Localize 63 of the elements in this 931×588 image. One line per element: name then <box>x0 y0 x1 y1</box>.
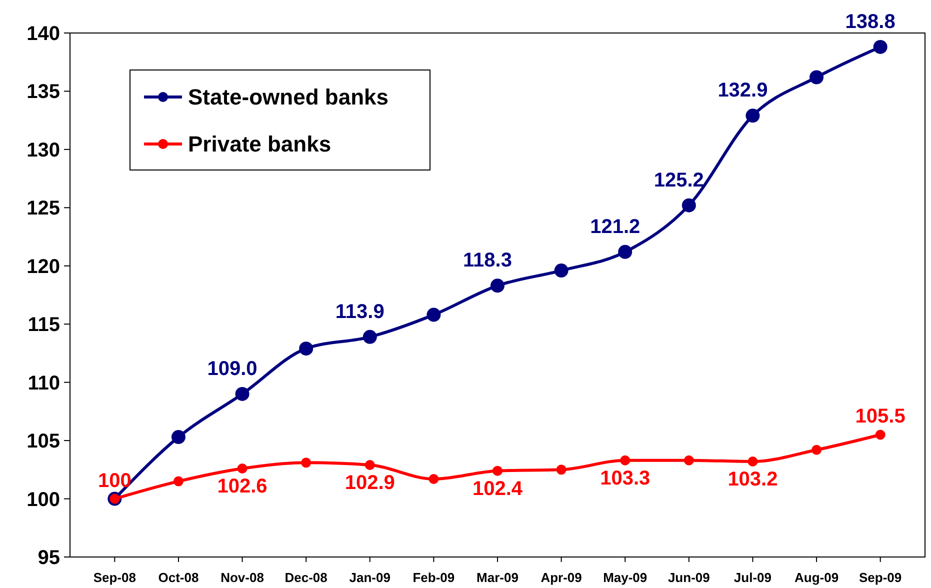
legend-label: State-owned banks <box>188 84 388 110</box>
point <box>620 455 630 466</box>
point <box>299 342 314 356</box>
point <box>748 456 758 467</box>
point <box>428 474 439 484</box>
x-tick-label: Jan-09 <box>349 570 390 585</box>
point <box>173 476 184 486</box>
data-label: 109.0 <box>207 358 258 380</box>
data-label: 118.3 <box>463 250 512 272</box>
x-tick-label: Oct-08 <box>158 570 199 585</box>
point <box>746 108 760 123</box>
x-tick-label: Sep-09 <box>859 570 902 585</box>
data-label: 103.3 <box>600 467 650 490</box>
x-tick-label: Feb-09 <box>412 570 455 585</box>
point <box>364 460 375 470</box>
y-tick-label: 130 <box>26 139 60 162</box>
point <box>810 70 824 84</box>
point <box>301 458 312 468</box>
point <box>812 444 822 455</box>
data-label: 138.8 <box>845 10 896 33</box>
data-label: 102.6 <box>217 476 268 498</box>
point <box>426 308 441 322</box>
y-tick-label: 135 <box>26 81 60 104</box>
data-label: 113.9 <box>335 300 384 323</box>
y-tick-label: 100 <box>26 488 60 511</box>
point <box>554 264 568 278</box>
point <box>490 278 504 293</box>
data-label: 102.4 <box>472 478 524 500</box>
point <box>235 386 250 401</box>
y-tick-label: 110 <box>28 372 60 394</box>
data-label: 105.5 <box>855 406 906 428</box>
data-label: 103.2 <box>728 468 778 491</box>
data-label: 125.2 <box>654 169 704 192</box>
data-label: 121.2 <box>590 216 640 238</box>
point <box>171 430 186 444</box>
x-tick-label: Dec-08 <box>284 570 328 585</box>
point <box>362 330 377 344</box>
y-tick-label: 95 <box>38 547 60 569</box>
y-tick-label: 125 <box>26 198 60 220</box>
x-tick-label: Apr-09 <box>540 570 582 585</box>
x-tick-label: Aug-09 <box>794 570 839 585</box>
y-tick-label: 140 <box>26 23 60 45</box>
point <box>875 430 886 440</box>
x-tick-label: Nov-08 <box>220 570 264 585</box>
x-tick-label: Mar-09 <box>476 570 518 585</box>
point <box>682 198 696 212</box>
point <box>684 455 694 466</box>
x-tick-label: Jul-09 <box>734 570 772 585</box>
point <box>492 466 502 476</box>
point <box>873 40 888 54</box>
x-tick-label: Jun-09 <box>668 570 710 585</box>
data-label: 132.9 <box>718 80 768 102</box>
y-tick-label: 115 <box>28 314 60 336</box>
point <box>237 464 248 474</box>
legend-label: Private banks <box>188 132 332 157</box>
y-tick-label: 120 <box>26 256 60 278</box>
data-label: 100 <box>98 470 132 492</box>
x-tick-label: Sep-08 <box>93 570 136 585</box>
point <box>618 244 632 259</box>
data-label: 102.9 <box>344 472 395 494</box>
x-tick-label: May-09 <box>603 570 648 585</box>
y-tick-label: 105 <box>26 430 60 453</box>
point <box>556 464 566 475</box>
